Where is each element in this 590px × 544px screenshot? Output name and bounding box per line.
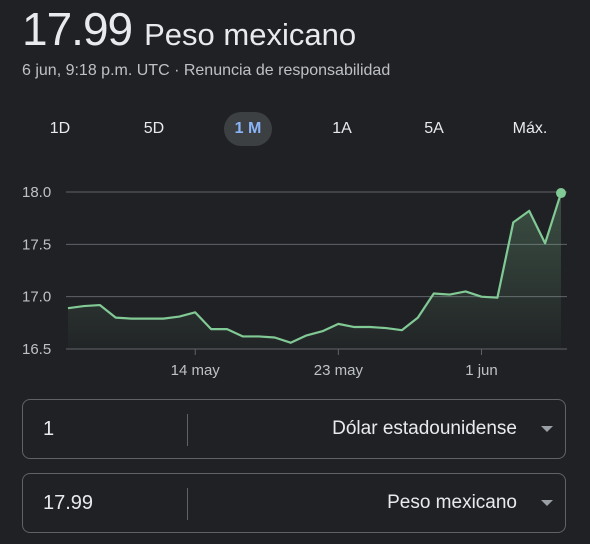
tab-1d[interactable]: 1D (49, 120, 71, 137)
target-currency-label: Peso mexicano (387, 492, 517, 513)
tab-5d[interactable]: 5D (143, 120, 165, 137)
tab-max[interactable]: Máx. (512, 120, 548, 137)
y-tick-label: 16.5 (22, 341, 51, 358)
source-amount-input[interactable]: 1 (43, 418, 55, 440)
target-currency-name: Peso mexicano (144, 17, 357, 52)
tab-5a[interactable]: 5A (424, 120, 444, 137)
exchange-rate-value: 17.99 (22, 3, 133, 55)
separator: · (169, 62, 184, 79)
target-currency-select[interactable]: Peso mexicano (187, 474, 565, 532)
range-tabs: 1D 5D 1 M 1A 5A Máx. (22, 112, 568, 148)
current-point-marker (556, 188, 566, 199)
source-currency-select[interactable]: Dólar estadounidense (187, 400, 565, 458)
chart-area-fill (68, 193, 561, 349)
x-tick-label: 1 jun (465, 362, 498, 379)
converter-divider (187, 488, 188, 520)
target-amount-input[interactable]: 17.99 (43, 492, 94, 514)
rate-subtitle: 6 jun, 9:18 p.m. UTC · Renuncia de respo… (22, 62, 390, 80)
y-tick-label: 17.0 (22, 289, 51, 306)
dropdown-arrow-icon (541, 426, 553, 432)
exchange-rate-chart[interactable]: 18.0 17.5 17.0 16.5 14 may 23 may 1 jun (0, 168, 590, 388)
y-tick-label: 18.0 (22, 184, 51, 201)
converter-row-source: 1 Dólar estadounidense (22, 399, 566, 459)
tab-1m[interactable]: 1 M (224, 112, 272, 146)
x-tick-label: 14 may (171, 362, 221, 379)
dropdown-arrow-icon (541, 500, 553, 506)
converter-row-target: 17.99 Peso mexicano (22, 473, 566, 533)
converter-divider (187, 414, 188, 446)
disclaimer-link[interactable]: Renuncia de responsabilidad (183, 62, 391, 79)
timestamp: 6 jun, 9:18 p.m. UTC (22, 62, 170, 79)
rate-header: 17.99 Peso mexicano (22, 2, 356, 56)
source-currency-label: Dólar estadounidense (332, 418, 517, 439)
tab-1a[interactable]: 1A (332, 120, 352, 137)
y-tick-label: 17.5 (22, 236, 51, 253)
x-tick-label: 23 may (314, 362, 364, 379)
series-line (67, 192, 563, 344)
